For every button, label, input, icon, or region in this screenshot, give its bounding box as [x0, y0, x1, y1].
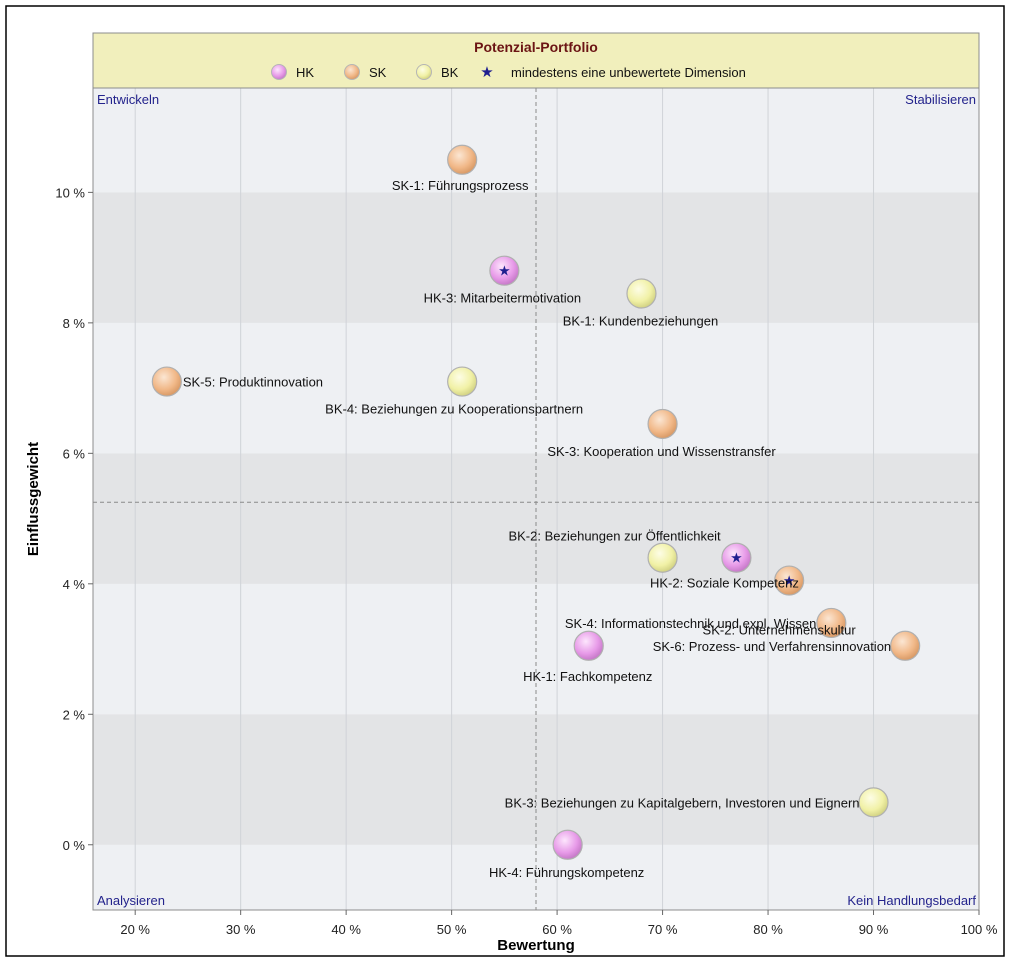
x-tick-label: 40 %	[331, 922, 361, 937]
x-tick-label: 50 %	[437, 922, 467, 937]
point-sk-2	[774, 565, 805, 596]
legend-label-star: mindestens eine unbewertete Dimension	[511, 65, 746, 80]
point-sk-2-star-icon: ★	[783, 573, 796, 589]
x-axis-label: Bewertung	[497, 937, 575, 954]
point-label-bk-3: BK-3: Beziehungen zu Kapitalgebern, Inve…	[505, 795, 860, 810]
point-label-bk-1: BK-1: Kundenbeziehungen	[563, 314, 718, 329]
x-tick-label: 100 %	[961, 922, 998, 937]
legend-marker-bk	[416, 64, 432, 80]
point-label-bk-4: BK-4: Beziehungen zu Kooperationspartner…	[325, 402, 583, 417]
legend-header	[92, 32, 980, 89]
point-label-sk-3: SK-3: Kooperation und Wissenstransfer	[547, 444, 776, 459]
legend-label-hk: HK	[296, 65, 314, 80]
legend-star-icon: ★	[480, 64, 493, 81]
legend: HK SK BK ★ mindestens eine unbewertete Dimen…	[271, 64, 746, 81]
point-label-hk-2: HK-2: Soziale Kompetenz	[650, 576, 799, 591]
point-sk-6	[890, 630, 921, 661]
x-tick-label: 80 %	[753, 922, 783, 937]
x-tick-label: 70 %	[648, 922, 678, 937]
y-tick-label: 0 %	[63, 838, 86, 853]
point-sk-3	[647, 408, 678, 440]
x-tick-label: 20 %	[120, 922, 150, 937]
x-tick-label: 90 %	[859, 922, 889, 937]
point-label-hk-4: HK-4: Führungskompetenz	[489, 865, 644, 880]
legend-marker-hk	[271, 64, 287, 80]
x-axis-ticks: 20 % 30 % 40 % 50 % 60 % 70 % 80 % 90 % 100 %	[120, 910, 998, 937]
legend-label-sk: SK	[369, 65, 387, 80]
point-label-sk-6: SK-6: Prozess- und Verfahrensinnovation	[653, 639, 891, 654]
point-sk-5	[151, 366, 182, 397]
point-hk-3-star-icon: ★	[498, 263, 511, 279]
legend-marker-sk	[344, 64, 360, 80]
point-label-sk-1: SK-1: Führungsprozess	[392, 178, 529, 193]
plot-bands	[93, 88, 979, 910]
data-points: ★ ★ ★	[151, 144, 921, 860]
point-bk-2	[647, 542, 678, 573]
y-axis-ticks: 0 % 2 % 4 % 6 % 8 % 10 %	[55, 185, 93, 853]
y-tick-label: 8 %	[63, 316, 86, 331]
data-labels: SK-1: Führungsprozess HK-3: Mitarbeitermo…	[183, 178, 891, 880]
point-sk-4	[816, 607, 847, 639]
point-bk-4	[447, 366, 478, 397]
point-sk-1	[447, 144, 478, 175]
point-hk-3	[489, 255, 520, 286]
y-tick-label: 4 %	[63, 577, 86, 592]
point-label-sk-2: SK-2: Unternehmenskultur	[703, 623, 857, 638]
y-tick-label: 6 %	[63, 446, 86, 461]
quadrant-label-bottom-left: Analysieren	[97, 893, 165, 908]
quadrant-label-top-right: Stabilisieren	[905, 92, 976, 107]
point-label-sk-5: SK-5: Produktinnovation	[183, 375, 323, 390]
point-label-hk-3: HK-3: Mitarbeitermotivation	[424, 291, 582, 306]
legend-label-bk: BK	[441, 65, 459, 80]
x-tick-label: 60 %	[542, 922, 572, 937]
y-axis-label: Einflussgewicht	[25, 442, 42, 556]
point-hk-1	[573, 630, 604, 661]
point-label-bk-2: BK-2: Beziehungen zur Öffentlichkeit	[508, 529, 721, 544]
point-bk-3	[858, 787, 889, 818]
chart-title: Potenzial-Portfolio	[474, 39, 598, 55]
quadrant-label-top-left: Entwickeln	[97, 92, 159, 107]
point-label-hk-1: HK-1: Fachkompetenz	[523, 669, 652, 684]
quadrant-label-bottom-right: Kein Handlungsbedarf	[847, 893, 976, 908]
y-tick-label: 2 %	[63, 707, 86, 722]
point-bk-1	[626, 278, 657, 309]
quadrant-dividers	[93, 88, 979, 910]
x-tick-label: 30 %	[226, 922, 256, 937]
point-label-sk-4: SK-4: Informationstechnik und expl. Wiss…	[565, 616, 816, 631]
point-hk-4	[552, 829, 583, 860]
point-hk-2	[721, 542, 752, 573]
point-hk-2-star-icon: ★	[730, 550, 743, 566]
y-tick-label: 10 %	[55, 185, 85, 200]
